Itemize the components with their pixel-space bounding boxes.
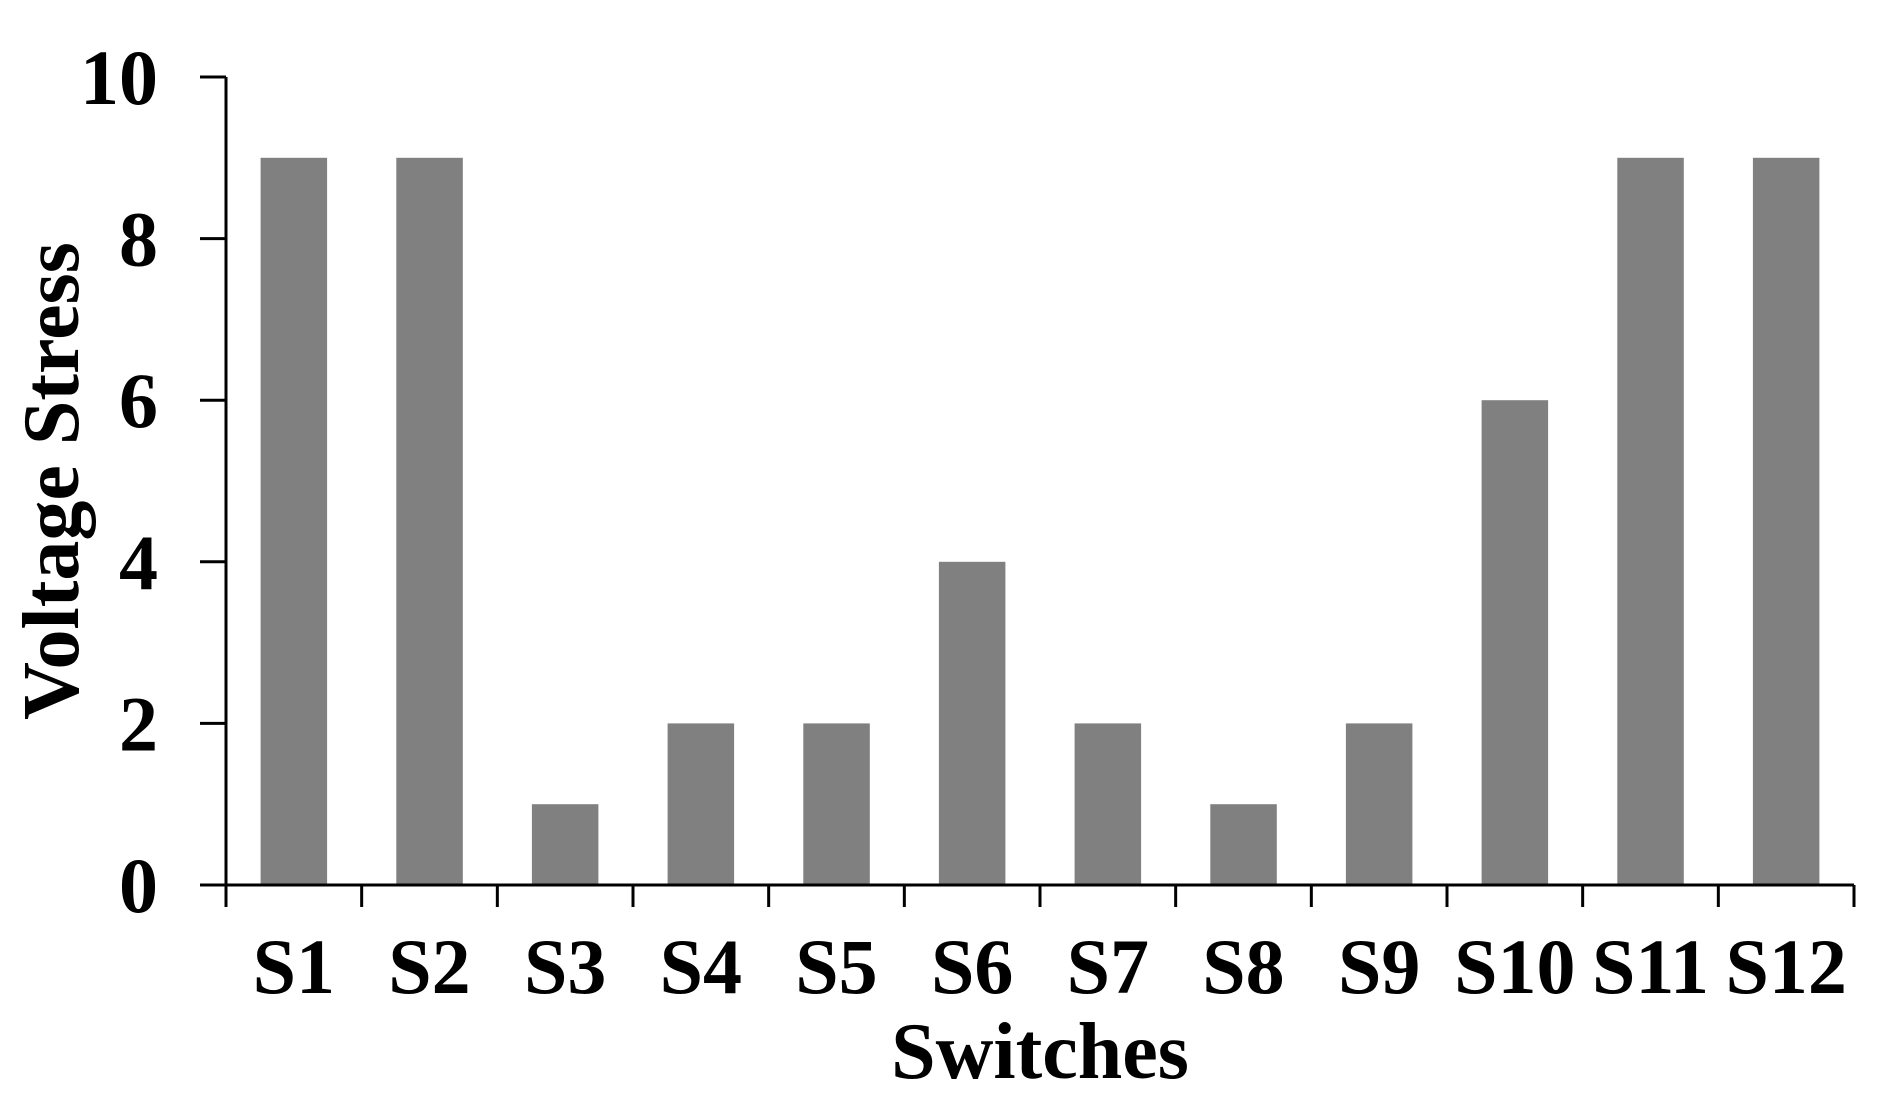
x-tick-label-s5: S5 xyxy=(795,923,877,1010)
y-axis-title: Voltage Stress xyxy=(8,242,96,720)
x-tick-label-s3: S3 xyxy=(524,923,606,1010)
bars-group xyxy=(260,157,1820,886)
bar-s2 xyxy=(396,157,463,886)
x-tick-label-s2: S2 xyxy=(388,923,470,1010)
x-tick-label-s11: S11 xyxy=(1592,923,1709,1010)
bar-s3 xyxy=(531,804,599,885)
y-tick-label: 4 xyxy=(119,519,158,606)
x-tick-label-s8: S8 xyxy=(1202,923,1284,1010)
x-axis-title: Switches xyxy=(891,1008,1189,1096)
bar-s6 xyxy=(938,561,1006,885)
x-ticks-group: S1 S2 S3 S4 S5 S6 S7 S8 S9 S10 S11 S12 xyxy=(224,885,1856,1010)
x-tick-label-s10: S10 xyxy=(1454,923,1575,1010)
x-tick-label-s7: S7 xyxy=(1067,923,1149,1010)
bar-s8 xyxy=(1210,804,1277,885)
bar-s7 xyxy=(1074,723,1142,885)
bar-s1 xyxy=(260,157,328,886)
bar-s4 xyxy=(667,723,735,885)
x-tick-label-s9: S9 xyxy=(1338,923,1420,1010)
x-tick-label-s1: S1 xyxy=(253,923,335,1010)
y-tick-label: 0 xyxy=(119,842,158,929)
bar-s11 xyxy=(1617,157,1684,886)
x-tick-label-s4: S4 xyxy=(660,923,742,1010)
bar-s10 xyxy=(1481,400,1549,885)
bar-s12 xyxy=(1752,157,1820,886)
y-tick-label: 8 xyxy=(119,196,158,283)
x-tick-label-s6: S6 xyxy=(931,923,1013,1010)
bar-s9 xyxy=(1345,723,1413,885)
bar-s5 xyxy=(803,723,870,885)
y-ticks-group: 0 2 4 6 8 10 xyxy=(80,34,226,929)
y-tick-label: 10 xyxy=(80,34,158,121)
axes-group xyxy=(224,77,1854,887)
x-tick-label-s12: S12 xyxy=(1725,923,1846,1010)
y-tick-label: 6 xyxy=(119,357,158,444)
y-tick-label: 2 xyxy=(119,680,158,767)
